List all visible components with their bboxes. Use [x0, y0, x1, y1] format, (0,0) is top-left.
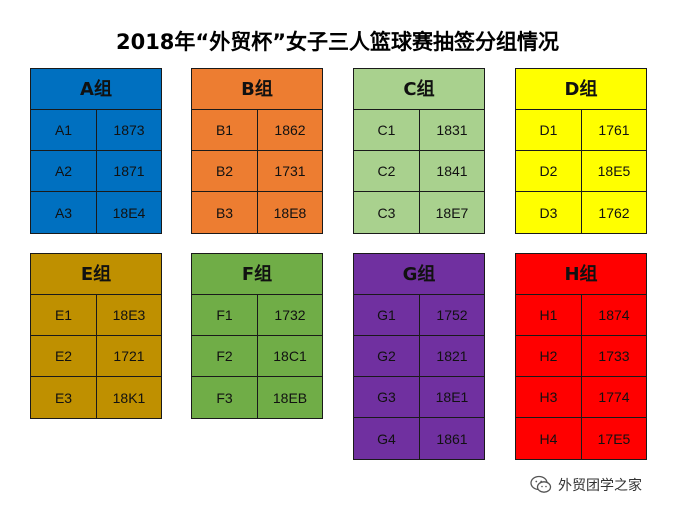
group-table: G组 G1 1752 G2 1821 G3 18E1 G4 1861	[353, 253, 485, 460]
group-row: E3 18K1	[31, 377, 161, 418]
team-code: 1752	[436, 307, 468, 323]
team-code: 18E5	[597, 163, 631, 179]
group-row: F2 18C1	[192, 336, 322, 377]
group-table: C组 C1 1831 C2 1841 C3 18E7	[353, 68, 485, 234]
group-row: F3 18EB	[192, 377, 322, 418]
team-code: 18E3	[112, 307, 146, 323]
seed-label: F1	[192, 295, 258, 335]
seed-label: G1	[354, 295, 420, 335]
seed-label: F2	[192, 336, 258, 376]
team-code: 18E4	[112, 204, 146, 221]
team-code: 1732	[274, 307, 306, 323]
team-code: 1873	[113, 122, 145, 138]
group-row: H2 1733	[516, 336, 646, 377]
seed-label: D2	[516, 151, 582, 191]
group-table: B组 B1 1862 B2 1731 B3 18E8	[191, 68, 323, 234]
seed-label: B2	[192, 151, 258, 191]
seed-label: G3	[354, 377, 420, 417]
group-row: E1 18E3	[31, 295, 161, 336]
seed-label: A1	[31, 110, 97, 150]
team-code: 1831	[436, 122, 468, 138]
seed-label: E3	[31, 377, 97, 418]
team-code: 18E7	[435, 204, 469, 221]
team-code: 18K1	[112, 389, 146, 406]
team-code: 1821	[436, 348, 468, 364]
seed-label: H4	[516, 418, 582, 459]
group-table: F组 F1 1732 F2 18C1 F3 18EB	[191, 253, 323, 419]
team-code: 1774	[598, 389, 630, 405]
seed-label: E1	[31, 295, 97, 335]
seed-label: A3	[31, 192, 97, 233]
group-row: A3 18E4	[31, 192, 161, 233]
group-row: B2 1731	[192, 151, 322, 192]
team-code: 18E8	[273, 204, 307, 221]
seed-label: D3	[516, 192, 582, 233]
group-name: E组	[31, 254, 161, 295]
group-name: D组	[516, 69, 646, 110]
group-name: C组	[354, 69, 484, 110]
watermark-text: 外贸团学之家	[558, 478, 642, 494]
seed-label: F3	[192, 377, 258, 418]
page-title: 2018年“外贸杯”女子三人篮球赛抽签分组情况	[115, 30, 560, 54]
group-table: E组 E1 18E3 E2 1721 E3 18K1	[30, 253, 162, 419]
group-row: A1 1873	[31, 110, 161, 151]
seed-label: B1	[192, 110, 258, 150]
seed-label: G2	[354, 336, 420, 376]
group-row: E2 1721	[31, 336, 161, 377]
group-row: C3 18E7	[354, 192, 484, 233]
seed-label: H1	[516, 295, 582, 335]
group-row: D1 1761	[516, 110, 646, 151]
group-row: C1 1831	[354, 110, 484, 151]
group-name: B组	[192, 69, 322, 110]
group-row: B3 18E8	[192, 192, 322, 233]
team-code: 1761	[598, 122, 630, 138]
group-row: H3 1774	[516, 377, 646, 418]
seed-label: G4	[354, 418, 420, 459]
seed-label: H3	[516, 377, 582, 417]
group-row: B1 1862	[192, 110, 322, 151]
group-row: G2 1821	[354, 336, 484, 377]
group-row: D2 18E5	[516, 151, 646, 192]
watermark: 外贸团学之家	[530, 474, 642, 496]
group-row: A2 1871	[31, 151, 161, 192]
group-row: H4 17E5	[516, 418, 646, 459]
group-name: A组	[31, 69, 161, 110]
team-code: 1721	[113, 348, 145, 364]
group-row: G3 18E1	[354, 377, 484, 418]
team-code: 1762	[598, 204, 630, 221]
group-row: G1 1752	[354, 295, 484, 336]
team-code: 1861	[436, 430, 468, 447]
group-row: D3 1762	[516, 192, 646, 233]
team-code: 1841	[436, 163, 468, 179]
seed-label: C1	[354, 110, 420, 150]
team-code: 18C1	[273, 348, 307, 364]
group-row: F1 1732	[192, 295, 322, 336]
group-table: H组 H1 1874 H2 1733 H3 1774 H4 17E5	[515, 253, 647, 460]
wechat-icon	[530, 475, 552, 493]
group-name: G组	[354, 254, 484, 295]
group-name: F组	[192, 254, 322, 295]
group-name: H组	[516, 254, 646, 295]
team-code: 1874	[598, 307, 630, 323]
group-row: H1 1874	[516, 295, 646, 336]
team-code: 1871	[113, 163, 145, 179]
group-row: G4 1861	[354, 418, 484, 459]
seed-label: C2	[354, 151, 420, 191]
team-code: 1731	[274, 163, 306, 179]
team-code: 18E1	[435, 389, 469, 405]
seed-label: C3	[354, 192, 420, 233]
team-code: 17E5	[597, 430, 631, 447]
team-code: 1733	[598, 348, 630, 364]
seed-label: E2	[31, 336, 97, 376]
group-table: A组 A1 1873 A2 1871 A3 18E4	[30, 68, 162, 234]
group-row: C2 1841	[354, 151, 484, 192]
seed-label: B3	[192, 192, 258, 233]
seed-label: A2	[31, 151, 97, 191]
team-code: 1862	[274, 122, 306, 138]
team-code: 18EB	[272, 389, 308, 406]
group-table: D组 D1 1761 D2 18E5 D3 1762	[515, 68, 647, 234]
seed-label: H2	[516, 336, 582, 376]
seed-label: D1	[516, 110, 582, 150]
